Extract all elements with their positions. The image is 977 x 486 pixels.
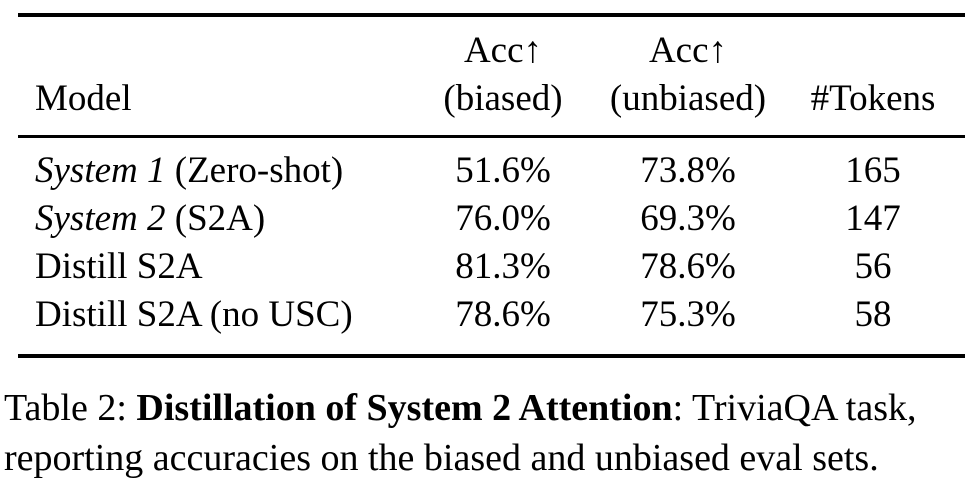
caption-bold-title: Distillation of System 2 Attention	[136, 387, 673, 429]
acc-biased-line1: Acc↑	[463, 30, 543, 71]
model-cell: Distill S2A	[18, 243, 411, 291]
model-cell: System 2 (S2A)	[18, 195, 411, 243]
acc-unbiased-value: 78.6%	[640, 246, 736, 287]
acc-unbiased-value: 75.3%	[640, 294, 736, 335]
column-header-acc-biased: Acc↑ (biased)	[411, 15, 595, 138]
column-header-tokens: #Tokens	[781, 15, 965, 138]
tokens-value: 58	[854, 294, 892, 335]
table-header-row: Model Acc↑ (biased) Acc↑ (unbiased) #Tok…	[18, 15, 965, 138]
table-row: System 2 (S2A) 76.0% 69.3% 147	[18, 195, 965, 243]
tokens-value: 165	[845, 150, 901, 191]
caption-prefix: Table 2:	[4, 387, 137, 429]
model-cell: System 1 (Zero-shot)	[18, 137, 411, 196]
table-body: System 1 (Zero-shot) 51.6% 73.8% 165 Sys…	[18, 137, 965, 357]
model-name-rest: Distill S2A	[35, 246, 203, 287]
table-row: System 1 (Zero-shot) 51.6% 73.8% 165	[18, 137, 965, 196]
model-name-rest: (S2A)	[165, 198, 266, 239]
table-row: Distill S2A (no USC) 78.6% 75.3% 58	[18, 291, 965, 356]
table-header: Model Acc↑ (biased) Acc↑ (unbiased) #Tok…	[18, 15, 965, 138]
acc-biased-value: 76.0%	[455, 198, 551, 239]
model-name-rest: (Zero-shot)	[165, 150, 344, 191]
acc-biased-value: 81.3%	[455, 246, 551, 287]
caption-line2: reporting accuracies on the biased and u…	[4, 437, 879, 479]
acc-unbiased-line2: (unbiased)	[609, 78, 767, 119]
model-name-italic: System 1	[35, 150, 166, 191]
column-header-model: Model	[18, 15, 411, 138]
column-header-acc-unbiased: Acc↑ (unbiased)	[595, 15, 781, 138]
acc-unbiased-value: 73.8%	[640, 150, 736, 191]
acc-unbiased-value: 69.3%	[640, 198, 736, 239]
model-cell: Distill S2A (no USC)	[18, 291, 411, 356]
results-table: Model Acc↑ (biased) Acc↑ (unbiased) #Tok…	[18, 13, 965, 358]
acc-biased-value: 78.6%	[455, 294, 551, 335]
acc-biased-value: 51.6%	[455, 150, 551, 191]
acc-biased-line2: (biased)	[443, 78, 563, 119]
table-caption: Table 2: Distillation of System 2 Attent…	[4, 383, 969, 483]
tokens-value: 147	[845, 198, 901, 239]
tokens-value: 56	[854, 246, 892, 287]
model-name-italic: System 2	[35, 198, 166, 239]
model-name-rest: Distill S2A (no USC)	[35, 294, 353, 335]
table-row: Distill S2A 81.3% 78.6% 56	[18, 243, 965, 291]
acc-unbiased-line1: Acc↑	[648, 30, 728, 71]
caption-after-bold: : TriviaQA task,	[672, 387, 917, 429]
